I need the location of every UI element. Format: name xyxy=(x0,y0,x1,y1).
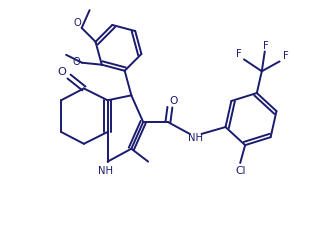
Text: O: O xyxy=(74,18,82,28)
Text: F: F xyxy=(236,49,242,59)
Text: NH: NH xyxy=(188,133,203,143)
Text: O: O xyxy=(72,57,80,67)
Text: NH: NH xyxy=(98,166,113,175)
Text: F: F xyxy=(263,41,269,51)
Text: Cl: Cl xyxy=(235,166,245,176)
Text: O: O xyxy=(58,67,67,77)
Text: F: F xyxy=(283,51,288,61)
Text: O: O xyxy=(170,96,178,106)
